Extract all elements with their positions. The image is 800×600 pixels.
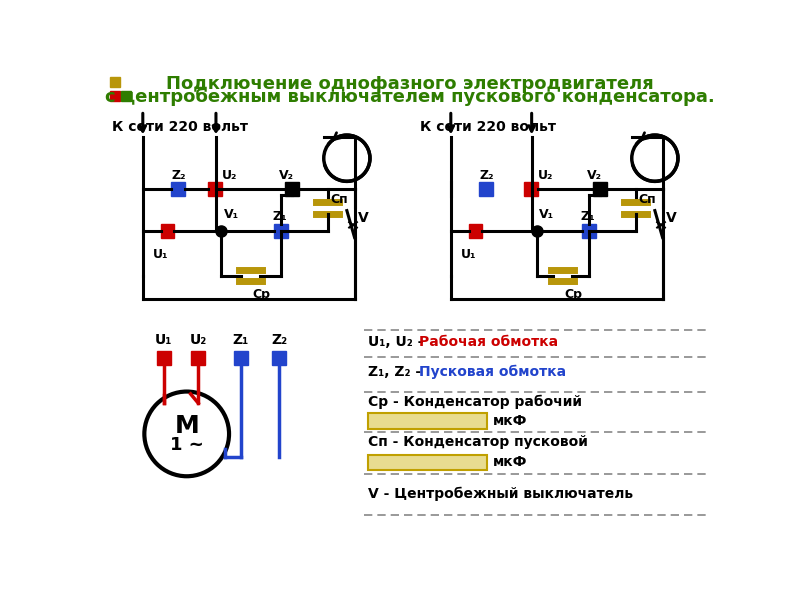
Text: Подключение однофазного электродвигателя: Подключение однофазного электродвигателя: [166, 76, 654, 94]
Text: V₂: V₂: [279, 169, 294, 182]
Text: Z₂: Z₂: [479, 169, 494, 182]
Text: U₁: U₁: [461, 248, 476, 260]
Bar: [171, 182, 185, 196]
Text: U₁: U₁: [155, 333, 172, 347]
Bar: [272, 351, 286, 365]
Bar: [594, 182, 607, 196]
Bar: [469, 224, 482, 238]
Bar: [191, 351, 205, 365]
Bar: [368, 455, 487, 470]
Text: К сети 220 вольт: К сети 220 вольт: [420, 120, 556, 134]
Text: Рабочая обмотка: Рабочая обмотка: [419, 335, 558, 349]
Bar: [274, 224, 287, 238]
Bar: [110, 91, 120, 101]
Text: Пусковая обмотка: Пусковая обмотка: [419, 365, 566, 379]
Bar: [368, 413, 487, 428]
Text: U₂: U₂: [190, 333, 207, 347]
Text: Сп - Конденсатор пусковой: Сп - Конденсатор пусковой: [368, 434, 587, 449]
Bar: [479, 182, 493, 196]
Text: V₁: V₁: [539, 208, 554, 221]
Text: Сп: Сп: [638, 193, 655, 206]
Text: V: V: [358, 211, 368, 225]
Text: К сети 220 вольт: К сети 220 вольт: [112, 120, 248, 134]
Bar: [157, 351, 170, 365]
Bar: [122, 91, 131, 101]
Bar: [582, 224, 595, 238]
Text: U₂: U₂: [222, 169, 238, 182]
Text: Z₁: Z₁: [233, 333, 249, 347]
Text: Z₁: Z₁: [272, 210, 286, 223]
Text: Z₂: Z₂: [271, 333, 287, 347]
Text: V₂: V₂: [587, 169, 602, 182]
Text: Ср: Ср: [252, 287, 270, 301]
Bar: [110, 77, 120, 88]
Text: Z₂: Z₂: [171, 169, 186, 182]
Text: V₁: V₁: [224, 208, 238, 221]
Bar: [524, 182, 538, 196]
Text: Z₁, Z₂ -: Z₁, Z₂ -: [368, 365, 426, 379]
Text: U₁: U₁: [153, 248, 168, 260]
Text: V: V: [666, 211, 676, 225]
Bar: [286, 182, 299, 196]
Text: Сп: Сп: [330, 193, 347, 206]
Text: Z₁: Z₁: [580, 210, 594, 223]
Text: мкФ: мкФ: [493, 414, 528, 428]
Text: М: М: [174, 414, 199, 438]
Text: U₂: U₂: [538, 169, 553, 182]
Bar: [208, 182, 222, 196]
Text: V - Центробежный выключатель: V - Центробежный выключатель: [368, 487, 633, 501]
Bar: [234, 351, 247, 365]
Bar: [161, 224, 174, 238]
Text: с центробежным выключателем пускового конденсатора.: с центробежным выключателем пускового ко…: [105, 88, 715, 106]
Text: U₁, U₂ -: U₁, U₂ -: [368, 335, 428, 349]
Text: Ср: Ср: [564, 287, 582, 301]
Text: Ср - Конденсатор рабочий: Ср - Конденсатор рабочий: [368, 394, 582, 409]
Text: 1 ~: 1 ~: [170, 436, 203, 454]
Text: мкФ: мкФ: [493, 455, 528, 469]
